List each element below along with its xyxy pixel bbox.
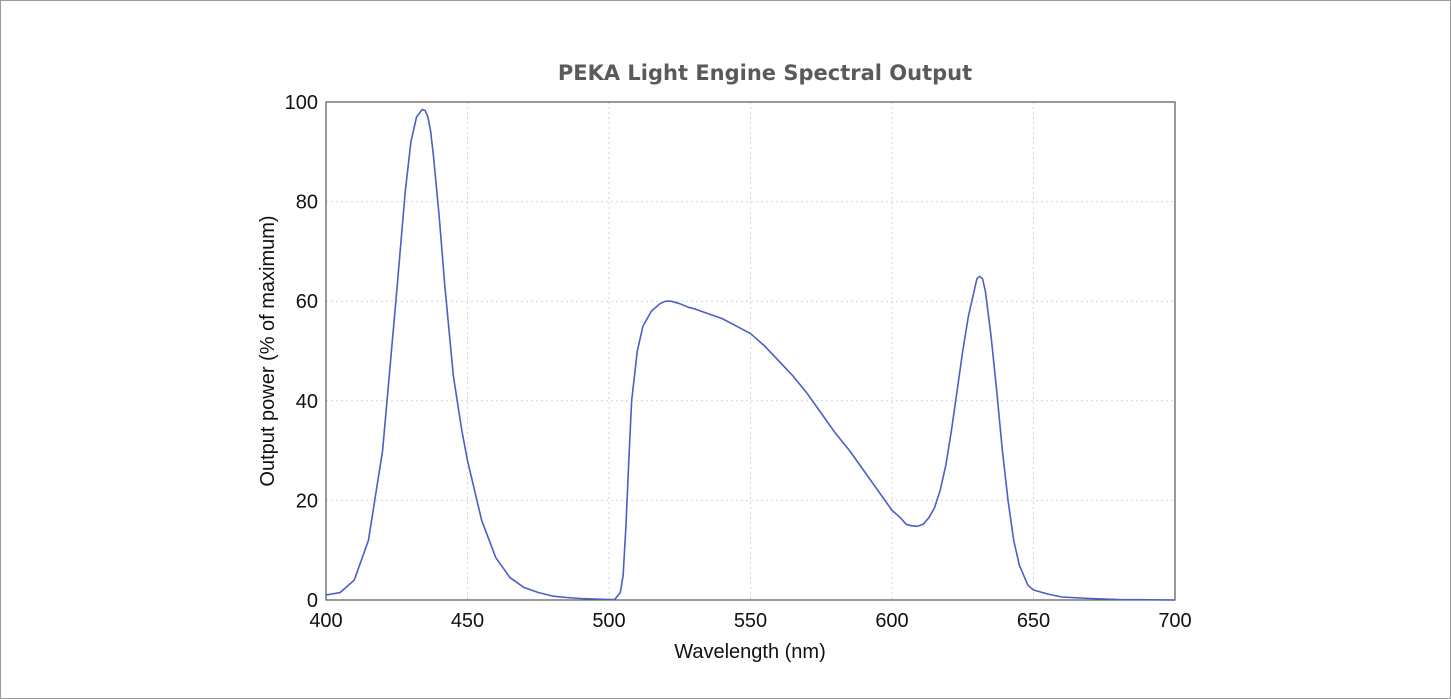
y-tick-label: 60 xyxy=(296,291,318,313)
chart-title: PEKA Light Engine Spectral Output xyxy=(558,61,972,85)
x-tick-label: 550 xyxy=(734,610,767,632)
y-tick-label: 0 xyxy=(307,590,318,612)
y-tick-label: 80 xyxy=(296,192,318,214)
y-tick-label: 100 xyxy=(285,92,318,114)
x-tick-label: 650 xyxy=(1017,610,1050,632)
x-tick-label: 700 xyxy=(1158,610,1191,632)
tick-layer: 400 450 500 550 600 650 700 0 20 40 60 80 100 xyxy=(285,92,1192,632)
grid-layer xyxy=(326,102,1175,600)
y-tick-label: 20 xyxy=(296,490,318,512)
y-axis-label: Output power (% of maximum) xyxy=(257,215,279,486)
x-tick-label: 600 xyxy=(875,610,908,632)
x-tick-label: 500 xyxy=(592,610,625,632)
plot-area-border xyxy=(325,101,1176,601)
series-line xyxy=(325,108,1176,601)
x-axis-label: Wavelength (nm) xyxy=(674,641,826,663)
y-tick-label: 40 xyxy=(296,391,318,413)
x-tick-label: 400 xyxy=(309,610,342,632)
x-tick-label: 450 xyxy=(451,610,484,632)
